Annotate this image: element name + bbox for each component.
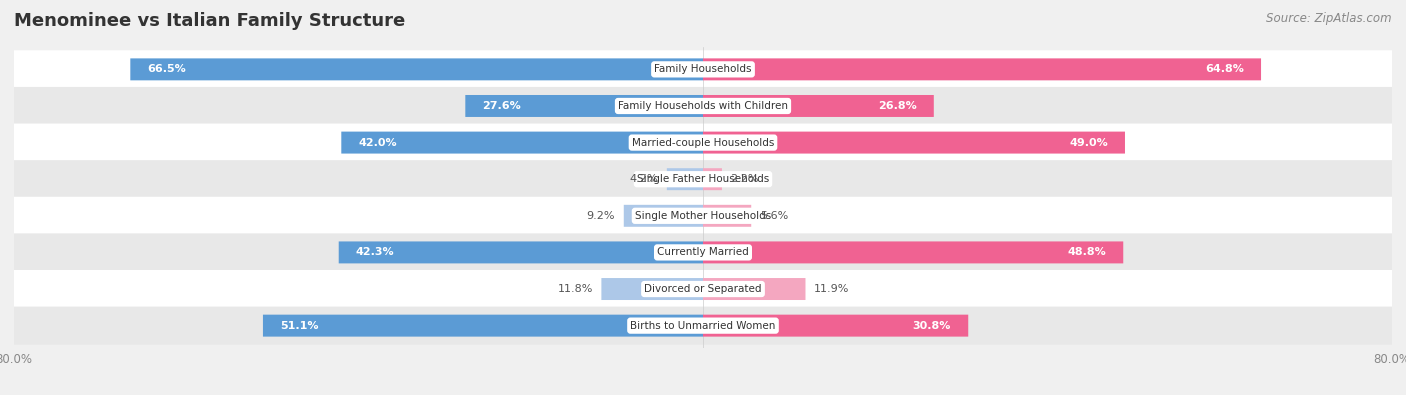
FancyBboxPatch shape <box>602 278 703 300</box>
Text: Family Households: Family Households <box>654 64 752 74</box>
Text: 4.2%: 4.2% <box>630 174 658 184</box>
FancyBboxPatch shape <box>339 241 703 263</box>
Text: Divorced or Separated: Divorced or Separated <box>644 284 762 294</box>
FancyBboxPatch shape <box>465 95 703 117</box>
Text: 49.0%: 49.0% <box>1069 137 1108 148</box>
Text: 42.3%: 42.3% <box>356 247 395 258</box>
Text: 27.6%: 27.6% <box>482 101 522 111</box>
Text: 11.9%: 11.9% <box>814 284 849 294</box>
Text: Source: ZipAtlas.com: Source: ZipAtlas.com <box>1267 12 1392 25</box>
FancyBboxPatch shape <box>666 168 703 190</box>
Text: Single Father Households: Single Father Households <box>637 174 769 184</box>
FancyBboxPatch shape <box>14 160 1392 198</box>
FancyBboxPatch shape <box>14 87 1392 125</box>
FancyBboxPatch shape <box>342 132 703 154</box>
FancyBboxPatch shape <box>703 278 806 300</box>
Text: Menominee vs Italian Family Structure: Menominee vs Italian Family Structure <box>14 12 405 30</box>
FancyBboxPatch shape <box>14 233 1392 271</box>
FancyBboxPatch shape <box>703 132 1125 154</box>
FancyBboxPatch shape <box>14 307 1392 345</box>
Text: 66.5%: 66.5% <box>148 64 186 74</box>
FancyBboxPatch shape <box>703 241 1123 263</box>
Text: 51.1%: 51.1% <box>280 321 319 331</box>
Text: Births to Unmarried Women: Births to Unmarried Women <box>630 321 776 331</box>
FancyBboxPatch shape <box>14 50 1392 88</box>
Text: 48.8%: 48.8% <box>1067 247 1107 258</box>
FancyBboxPatch shape <box>703 58 1261 80</box>
FancyBboxPatch shape <box>131 58 703 80</box>
FancyBboxPatch shape <box>14 197 1392 235</box>
Text: 26.8%: 26.8% <box>877 101 917 111</box>
Text: Currently Married: Currently Married <box>657 247 749 258</box>
FancyBboxPatch shape <box>703 315 969 337</box>
Text: 5.6%: 5.6% <box>759 211 789 221</box>
Text: 42.0%: 42.0% <box>359 137 396 148</box>
Text: Single Mother Households: Single Mother Households <box>636 211 770 221</box>
Legend: Menominee, Italian: Menominee, Italian <box>607 391 799 395</box>
FancyBboxPatch shape <box>14 124 1392 162</box>
FancyBboxPatch shape <box>263 315 703 337</box>
Text: 11.8%: 11.8% <box>557 284 593 294</box>
FancyBboxPatch shape <box>703 95 934 117</box>
FancyBboxPatch shape <box>624 205 703 227</box>
Text: Family Households with Children: Family Households with Children <box>619 101 787 111</box>
Text: Married-couple Households: Married-couple Households <box>631 137 775 148</box>
FancyBboxPatch shape <box>14 270 1392 308</box>
Text: 64.8%: 64.8% <box>1205 64 1244 74</box>
Text: 2.2%: 2.2% <box>731 174 759 184</box>
Text: 9.2%: 9.2% <box>586 211 616 221</box>
FancyBboxPatch shape <box>703 168 721 190</box>
FancyBboxPatch shape <box>703 205 751 227</box>
Text: 30.8%: 30.8% <box>912 321 950 331</box>
